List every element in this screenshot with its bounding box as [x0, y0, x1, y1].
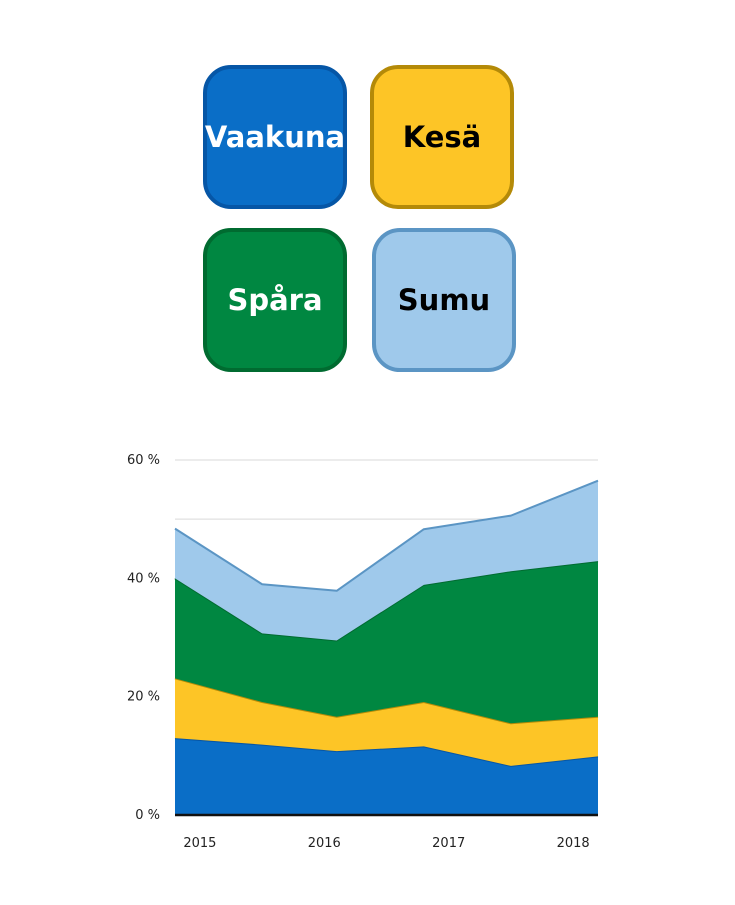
- x-tick-label: 2016: [308, 836, 341, 851]
- area-edge: [174, 737, 599, 767]
- x-axis-tick-labels: 2015 2016 2017 2018: [183, 836, 589, 851]
- legend-item-vaakuna: Vaakuna: [203, 65, 347, 209]
- y-axis-tick-labels: 0 % 20 % 40 % 60 %: [127, 453, 160, 823]
- area-edge: [174, 677, 599, 725]
- y-tick-label: 20 %: [127, 690, 160, 705]
- x-tick-label: 2015: [183, 836, 216, 851]
- area-series: [174, 479, 599, 815]
- y-tick-label: 60 %: [127, 453, 160, 468]
- x-tick-label: 2018: [557, 836, 590, 851]
- area-vaakuna: [175, 738, 598, 815]
- y-tick-label: 0 %: [135, 808, 160, 823]
- legend: Vaakuna Kesä Spåra Sumu: [0, 0, 735, 400]
- legend-item-sumu: Sumu: [372, 228, 516, 372]
- legend-item-spara: Spåra: [203, 228, 347, 372]
- stacked-area-chart: 0 % 20 % 40 % 60 % 2015 2016 2017 2018: [127, 453, 599, 851]
- area-spra: [175, 561, 598, 724]
- y-tick-label: 40 %: [127, 571, 160, 586]
- area-edge: [174, 479, 599, 592]
- area-sumu: [175, 480, 598, 641]
- area-kes: [175, 678, 598, 766]
- legend-item-kesa: Kesä: [370, 65, 514, 209]
- x-tick-label: 2017: [432, 836, 465, 851]
